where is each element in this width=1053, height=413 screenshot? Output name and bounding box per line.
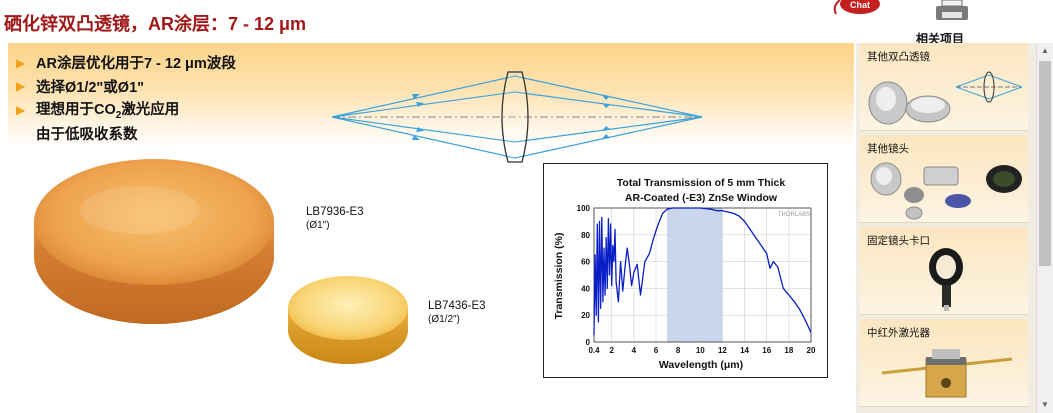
product-label-large: LB7936-E3 (Ø1") (306, 206, 364, 232)
feature-item: ▶ 理想用于CO2激光应用 (16, 98, 236, 122)
bullet-arrow-icon: ▶ (16, 102, 26, 117)
transmission-series-line (593, 207, 812, 336)
y-tick-label: 20 (581, 311, 590, 320)
sidebar-item-other-lenses[interactable]: 其他镜头 (860, 135, 1028, 223)
chart-watermark: THORLABS (778, 212, 810, 218)
bullet-arrow-icon: ▶ (16, 55, 26, 70)
bullet-arrow-icon: ▶ (16, 79, 26, 94)
chart-subtitle: AR-Coated (-E3) ZnSe Window (625, 192, 778, 204)
scroll-thumb[interactable] (1039, 61, 1051, 266)
sidebar-item-label: 中红外激光器 (867, 327, 930, 339)
sidebar-item-label: 固定镜头卡口 (867, 235, 930, 247)
x-tick-label: 14 (740, 346, 749, 355)
part-diameter: (Ø1/2") (428, 314, 460, 325)
feature-item: ▶ AR涂层优化用于7 - 12 μm波段 (16, 51, 236, 75)
x-tick-label: 12 (718, 346, 727, 355)
x-tick-label: 16 (762, 346, 771, 355)
part-diameter: (Ø1") (306, 220, 330, 231)
feature-text: AR涂层优化用于7 - 12 μm波段 (36, 56, 236, 73)
sidebar-item-lens-mounts[interactable]: 固定镜头卡口 (860, 227, 1028, 315)
lens-small-photo (288, 276, 408, 364)
biconvex-lenses-thumbnail (868, 71, 1023, 125)
chat-icon[interactable]: Chat (826, 0, 884, 18)
lens-ray-diagram (332, 71, 702, 163)
sidebar-item-label: 其他双凸透镜 (867, 51, 930, 63)
mid-ir-laser-thumbnail (881, 349, 1013, 398)
y-tick-label: 0 (586, 338, 591, 347)
x-tick-label: 20 (807, 346, 816, 355)
feature-text: 理想用于CO2激光应用 (36, 102, 180, 122)
product-label-small: LB7436-E3 (Ø1/2") (428, 300, 486, 326)
y-tick-label: 80 (581, 231, 590, 240)
chart-svg: 0.4 2 4 6 8 10 12 14 16 18 20 0 20 40 60 80 100 Total Tr… (553, 177, 816, 371)
chart-title: Total Transmission of 5 mm Thick (617, 177, 786, 189)
sidebar-item-mid-ir-lasers[interactable]: 中红外激光器 (860, 319, 1028, 407)
chat-label: Chat (850, 0, 870, 10)
chart-highlight-band (667, 208, 723, 342)
other-lenses-thumbnail (870, 162, 1022, 220)
print-icon[interactable] (934, 0, 970, 22)
x-tick-label: 10 (696, 346, 705, 355)
lens-photos (34, 159, 408, 364)
feature-text: 由于低吸收系数 (36, 126, 138, 143)
feature-list: ▶ AR涂层优化用于7 - 12 μm波段 ▶ 选择Ø1/2"或Ø1" ▶ 理想… (16, 51, 236, 145)
y-axis-label: Transmission (%) (553, 233, 565, 320)
feature-text: 选择Ø1/2"或Ø1" (36, 79, 145, 96)
related-items-label[interactable]: 相关项目 (916, 32, 965, 46)
x-tick-label: 6 (654, 346, 659, 355)
sidebar-item-label: 其他镜头 (867, 143, 909, 155)
related-items-sidebar: 其他双凸透镜 其他镜头 固定镜头卡口 (856, 43, 1036, 413)
x-tick-label: 8 (676, 346, 681, 355)
lens-large-photo (34, 159, 274, 324)
part-number[interactable]: LB7436-E3 (428, 300, 486, 312)
y-tick-label: 100 (577, 204, 591, 213)
x-tick-label: 0.4 (588, 346, 600, 355)
y-tick-label: 40 (581, 284, 590, 293)
y-tick-label: 60 (581, 258, 590, 267)
scroll-up-arrow-icon[interactable]: ▲ (1041, 46, 1049, 55)
x-tick-label: 2 (609, 346, 614, 355)
chart-plot-area: 0.4 2 4 6 8 10 12 14 16 18 20 0 20 40 60 80 100 (577, 204, 816, 355)
feature-item: ▶ 选择Ø1/2"或Ø1" (16, 75, 236, 99)
sidebar-scrollbar[interactable]: ▲ ▼ (1036, 43, 1053, 413)
x-tick-label: 4 (632, 346, 637, 355)
sidebar-item-biconvex-lenses[interactable]: 其他双凸透镜 (860, 43, 1028, 131)
scroll-down-arrow-icon[interactable]: ▼ (1041, 400, 1049, 409)
x-tick-label: 18 (784, 346, 793, 355)
lens-mount-thumbnail (929, 248, 963, 311)
part-number[interactable]: LB7936-E3 (306, 206, 364, 218)
feature-item: 由于低吸收系数 (16, 122, 236, 146)
x-axis-label: Wavelength (μm) (659, 359, 743, 371)
transmission-chart: 0.4 2 4 6 8 10 12 14 16 18 20 0 20 40 60 80 100 Total Tr… (543, 163, 828, 378)
page-title: 硒化锌双凸透镜，AR涂层：7 - 12 μm (4, 14, 307, 34)
